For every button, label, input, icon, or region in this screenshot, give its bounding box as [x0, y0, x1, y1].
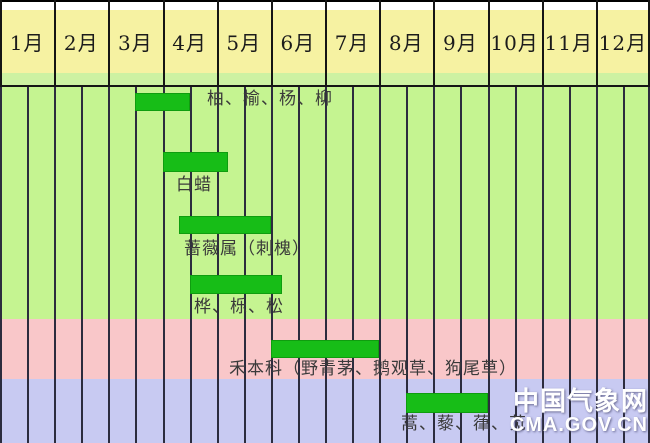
half-month-grid-line — [81, 87, 84, 443]
pollen-bar-label: 蔷薇属（刺槐） — [184, 239, 310, 259]
month-label-2: 2月 — [63, 31, 99, 55]
half-month-grid-line — [514, 87, 517, 443]
pollen-bar-label: 禾本科（野青茅、鹅观草、狗尾草） — [229, 359, 517, 379]
watermark: 中国气象网 CMA.GOV.CN — [510, 388, 648, 436]
month-label-6: 6月 — [280, 31, 316, 55]
pollen-bar-label: 白蜡 — [176, 175, 212, 195]
month-label-1: 1月 — [9, 31, 45, 55]
half-month-grid-line — [487, 87, 490, 443]
half-month-grid-line — [243, 87, 246, 443]
watermark-site-name: 中国气象网 — [512, 386, 648, 416]
month-grid-line — [595, 0, 598, 87]
half-month-grid-line — [352, 87, 355, 443]
half-month-grid-line — [595, 87, 598, 443]
half-month-grid-line — [433, 87, 436, 443]
month-label-12: 12月 — [598, 31, 648, 55]
half-month-grid-line — [270, 87, 273, 443]
half-month-grid-line — [460, 87, 463, 443]
month-grid-line — [162, 0, 165, 87]
half-month-grid-line — [54, 87, 57, 443]
half-month-grid-line — [379, 87, 382, 443]
month-grid-line — [541, 0, 544, 87]
half-month-grid-line — [135, 87, 138, 443]
month-label-8: 8月 — [388, 31, 424, 55]
watermark-url: CMA.GOV.CN — [509, 414, 648, 436]
half-month-grid-line — [297, 87, 300, 443]
half-month-grid-line — [622, 87, 625, 443]
pollen-season-bar — [270, 340, 380, 358]
month-label-4: 4月 — [172, 31, 207, 55]
month-grid-line — [54, 0, 57, 87]
half-month-grid-line — [568, 87, 571, 443]
month-grid-line — [216, 0, 219, 87]
month-label-3: 3月 — [118, 31, 153, 55]
half-month-grid-line — [162, 87, 165, 443]
pollen-season-bar — [189, 275, 282, 294]
pollen-season-bar — [135, 93, 190, 111]
half-month-grid-line — [648, 87, 650, 443]
month-grid-line — [270, 0, 273, 87]
month-grid-line — [0, 0, 2, 87]
half-month-grid-line — [541, 87, 544, 443]
month-grid-line — [487, 0, 490, 87]
pollen-bar-label: 蒿、藜、葎、苋 — [401, 414, 527, 434]
month-label-7: 7月 — [334, 31, 370, 55]
half-month-grid-line — [0, 87, 2, 443]
month-label-10: 10月 — [490, 31, 539, 55]
month-grid-line — [648, 0, 650, 87]
half-month-grid-line — [325, 87, 327, 443]
pollen-season-bar — [406, 393, 488, 413]
half-month-grid-line — [406, 87, 409, 443]
pollen-bar-label: 桦、栎、松 — [194, 297, 284, 317]
pollen-bar-label: 柏、榆、杨、柳 — [207, 89, 333, 109]
half-month-grid-line — [108, 87, 111, 443]
month-label-5: 5月 — [226, 31, 262, 55]
month-grid-line — [325, 0, 327, 87]
half-month-grid-line — [216, 87, 219, 443]
month-label-11: 11月 — [544, 31, 593, 55]
half-month-grid-line — [189, 87, 192, 443]
month-grid-line — [108, 0, 111, 87]
pollen-season-bar — [162, 152, 228, 172]
half-month-grid-line — [27, 87, 30, 443]
month-label-9: 9月 — [443, 31, 478, 55]
pollen-season-bar — [178, 216, 271, 234]
month-grid-line — [379, 0, 382, 87]
month-grid-line — [433, 0, 436, 87]
